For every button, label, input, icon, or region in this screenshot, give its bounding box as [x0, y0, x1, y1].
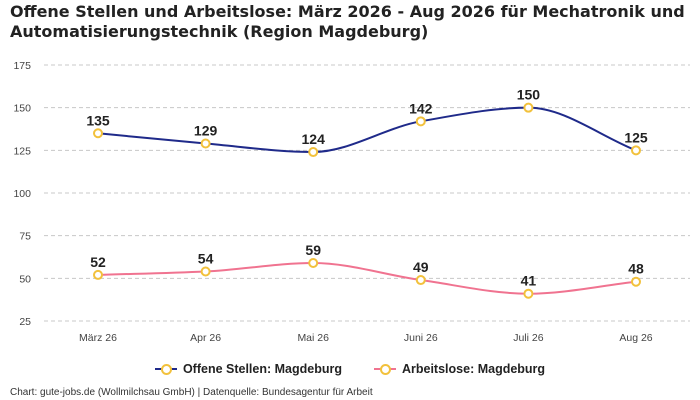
data-label: 124	[302, 131, 326, 147]
data-label: 129	[194, 123, 218, 139]
data-label: 142	[409, 100, 433, 116]
data-label: 54	[198, 251, 214, 267]
data-point	[415, 275, 426, 286]
legend: Offene Stellen: Magdeburg Arbeitslose: M…	[0, 362, 700, 376]
data-label: 59	[305, 242, 321, 258]
x-tick-label: Juli 26	[513, 332, 544, 344]
x-tick-label: Mai 26	[297, 332, 329, 344]
data-label: 135	[86, 112, 110, 128]
legend-label-offene-stellen: Offene Stellen: Magdeburg	[182, 362, 342, 376]
y-tick-label: 50	[19, 273, 31, 285]
data-point	[631, 145, 641, 156]
data-point	[200, 138, 211, 149]
y-tick-label: 100	[13, 188, 31, 200]
data-point	[415, 116, 426, 127]
data-point	[308, 147, 319, 158]
data-label: 150	[517, 87, 541, 103]
legend-swatch-arbeitslose	[373, 363, 396, 375]
series-line-1	[97, 261, 637, 295]
data-point	[631, 276, 641, 287]
data-point	[308, 257, 319, 268]
y-tick-label: 75	[19, 231, 31, 243]
legend-item-offene-stellen[interactable]: Offene Stellen: Magdeburg	[154, 362, 342, 376]
series-line-0	[97, 106, 637, 154]
y-tick-label: 175	[13, 60, 31, 72]
source-footer: Chart: gute-jobs.de (Wollmilchsau GmbH) …	[10, 387, 373, 398]
legend-item-arbeitslose[interactable]: Arbeitslose: Magdeburg	[373, 362, 546, 376]
x-tick-label: Juni 26	[404, 332, 438, 344]
data-label: 41	[521, 273, 537, 289]
legend-swatch-offene-stellen	[154, 363, 177, 375]
data-point	[93, 269, 103, 280]
x-tick-label: Apr 26	[190, 332, 221, 344]
data-label: 48	[628, 261, 644, 277]
y-tick-label: 25	[19, 316, 31, 328]
chart-title: Offene Stellen und Arbeitslose: März 202…	[10, 2, 685, 41]
data-label: 125	[624, 129, 648, 145]
data-point	[200, 266, 211, 277]
x-tick-label: Aug 26	[619, 332, 652, 344]
y-tick-label: 125	[13, 145, 31, 157]
y-tick-label: 150	[13, 103, 31, 115]
data-point	[523, 288, 534, 299]
legend-label-arbeitslose: Arbeitslose: Magdeburg	[401, 362, 546, 376]
data-label: 52	[90, 254, 106, 270]
data-point	[523, 102, 534, 113]
data-point	[93, 128, 103, 139]
data-label: 49	[413, 259, 429, 275]
x-tick-label: März 26	[79, 332, 117, 344]
